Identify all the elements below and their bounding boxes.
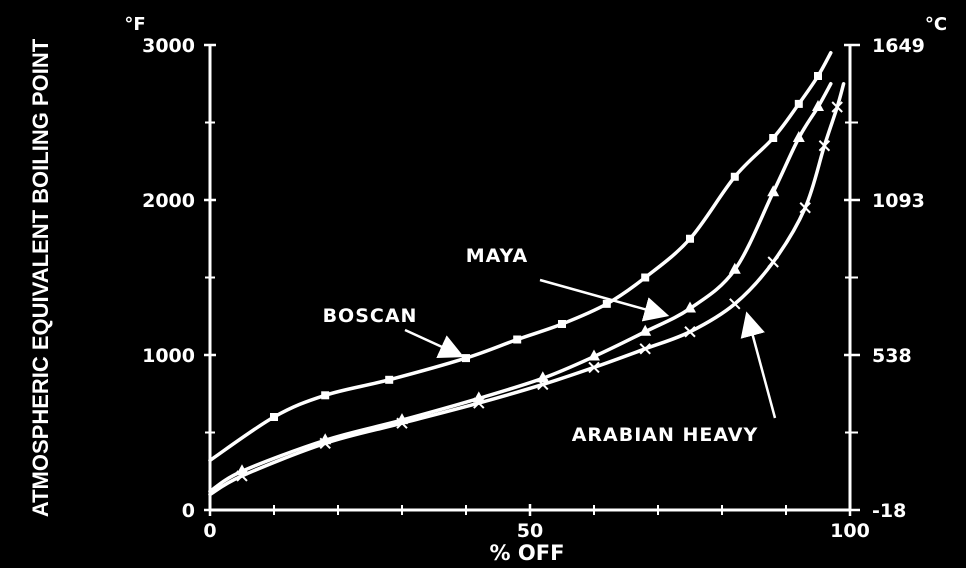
annotation-label-arabian-heavy: ARABIAN HEAVY xyxy=(572,424,759,446)
marker-maya xyxy=(812,100,824,111)
marker-arabian-heavy xyxy=(319,437,331,450)
marker-boscan xyxy=(270,413,278,421)
annotation-label-maya: MAYA xyxy=(466,245,528,267)
annotation-arrow-maya xyxy=(539,278,670,322)
right-tick-label: 1649 xyxy=(872,35,925,57)
marker-boscan xyxy=(513,335,522,344)
marker-boscan xyxy=(602,299,611,308)
left-tick-label: 2000 xyxy=(142,190,195,212)
x-tick-label: 0 xyxy=(203,520,216,542)
marker-maya xyxy=(684,301,696,313)
marker-boscan xyxy=(769,134,778,142)
marker-boscan xyxy=(462,354,470,363)
marker-maya xyxy=(728,262,741,274)
left-tick-label: 3000 xyxy=(142,35,195,57)
marker-arabian-heavy xyxy=(799,202,811,214)
marker-arabian-heavy xyxy=(729,298,741,310)
marker-boscan xyxy=(321,391,330,400)
series-line-arabian-heavy xyxy=(208,82,846,497)
marker-boscan xyxy=(686,234,694,243)
right-tick-label: 1093 xyxy=(872,190,925,212)
marker-arabian-heavy xyxy=(473,397,485,409)
marker-boscan xyxy=(385,375,394,384)
marker-maya xyxy=(588,349,600,361)
marker-arabian-heavy xyxy=(818,140,831,152)
x-axis-title: % OFF xyxy=(490,541,565,565)
annotations: MAYA BOSCAN ARABIAN HEAVY xyxy=(323,245,777,446)
marker-maya xyxy=(767,185,780,197)
marker-arabian-heavy xyxy=(767,256,779,268)
annotation-arrow-boscan xyxy=(404,328,465,359)
marker-maya xyxy=(536,371,549,383)
right-unit-label: °C xyxy=(925,14,947,35)
marker-arabian-heavy xyxy=(537,378,549,391)
series-markers xyxy=(236,72,843,482)
left-unit-label: °F xyxy=(124,14,145,35)
marker-arabian-heavy xyxy=(396,417,408,429)
marker-arabian-heavy xyxy=(236,470,248,482)
annotation-arrow-arabian-heavy xyxy=(740,311,777,419)
marker-arabian-heavy xyxy=(588,361,600,374)
marker-boscan xyxy=(814,72,822,80)
marker-boscan xyxy=(641,273,650,282)
marker-boscan xyxy=(558,320,566,328)
marker-arabian-heavy xyxy=(831,101,843,113)
marker-boscan xyxy=(730,172,739,181)
marker-arabian-heavy xyxy=(684,326,696,338)
right-tick-label: 538 xyxy=(872,345,912,367)
left-tick-label: 0 xyxy=(182,500,195,522)
marker-arabian-heavy xyxy=(639,343,651,355)
marker-boscan xyxy=(794,99,803,108)
annotation-label-boscan: BOSCAN xyxy=(323,305,418,327)
marker-maya xyxy=(792,131,805,142)
axis-ticks: 0 1000 2000 3000 -18 538 1093 1649 0 50 100 xyxy=(142,35,925,542)
x-tick-label: 100 xyxy=(830,520,870,542)
y-axis-title: ATMOSPHERIC EQUIVALENT BOILING POINT xyxy=(28,38,53,517)
right-tick-label: -18 xyxy=(872,500,906,522)
marker-maya xyxy=(639,324,652,336)
left-tick-label: 1000 xyxy=(142,345,195,367)
x-tick-label: 50 xyxy=(517,520,543,542)
